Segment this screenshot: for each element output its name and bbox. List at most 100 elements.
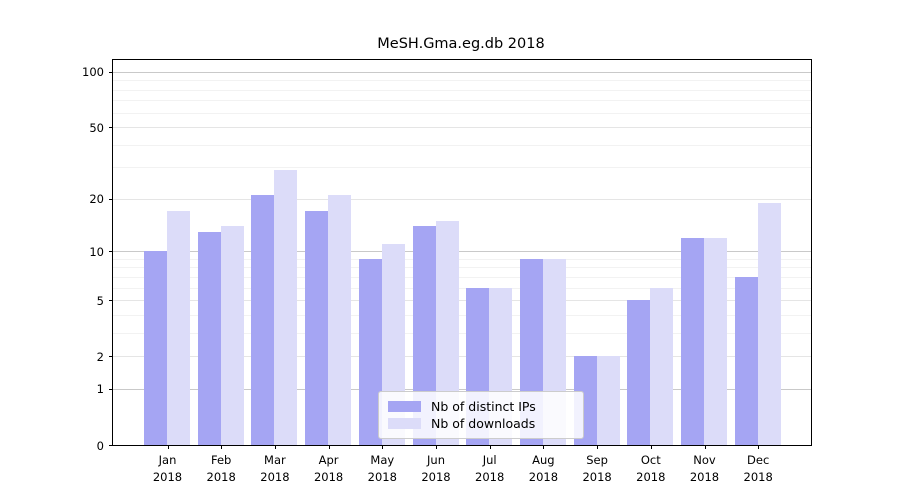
month-name: Jan [158,453,177,467]
y-axis-tick [109,300,113,302]
bar-downloads-jan [167,211,190,445]
month-year: 2018 [636,469,666,484]
legend-label-distinct-ips: Nb of distinct IPs [431,399,536,414]
bar-distinct-ips-jan [144,251,167,445]
month-name: Dec [747,453,770,467]
month-year: 2018 [313,469,344,484]
plot-area: 0 1 2 5 10 20 50 100 Jan 2018 Feb 2018 Mar 2018 Apr 201… [82,59,812,484]
month-name: Feb [211,453,232,467]
bar-downloads-dec [757,202,781,445]
x-axis-tick [221,445,223,449]
bar-distinct-ips-may [358,258,382,445]
month-year: 2018 [367,469,397,484]
chart-title: MeSH.Gma.eg.db 2018 [377,36,545,52]
x-axis-month-label-mar: Mar 2018 [260,452,289,485]
bar-downloads-apr [328,195,352,445]
y-axis-tick-label: 10 [89,244,104,259]
month-year: 2018 [743,469,773,484]
minor-gridline [113,80,811,82]
month-name: Nov [693,453,716,467]
y-axis-tick-label: 2 [96,349,104,364]
legend: Nb of distinct IPs Nb of downloads [378,391,584,439]
x-axis-month-label-may: May 2018 [368,452,397,485]
minor-gridline [113,144,811,146]
month-year: 2018 [260,469,290,484]
bar-downloads-sep [596,356,620,445]
legend-swatch-downloads [388,418,421,429]
bar-downloads-jun [435,220,459,445]
month-name: Jun [427,453,445,467]
y-axis-tick [109,251,113,253]
legend-label-downloads: Nb of downloads [431,416,536,431]
bar-distinct-ips-mar [251,195,275,445]
month-year: 2018 [582,469,612,484]
x-axis-tick [597,445,599,449]
legend-swatch-distinct-ips [388,401,421,412]
bar-distinct-ips-feb [197,231,221,445]
y-axis-tick [109,445,113,446]
y-axis-tick [109,198,113,200]
x-axis-tick [489,445,491,449]
y-axis-tick [109,356,113,358]
x-axis-tick [167,445,169,449]
x-axis-tick [758,445,760,449]
month-name: Aug [532,453,555,467]
major-gridline [113,127,811,129]
bar-downloads-oct [650,287,674,445]
bar-downloads-nov [704,237,727,445]
bar-distinct-ips-nov [681,237,704,445]
y-axis-tick-label: 1 [96,382,104,397]
bar-downloads-feb [220,226,244,445]
major-gridline [113,198,811,200]
month-year: 2018 [689,469,720,484]
month-name: Apr [318,453,339,467]
month-year: 2018 [206,469,236,484]
month-name: May [370,453,395,467]
minor-gridline [113,89,811,91]
minor-gridline [113,112,811,114]
x-axis-month-label-apr: Apr 2018 [314,452,343,485]
y-axis-tick [109,388,113,390]
legend-row-distinct-ips: Nb of distinct IPs [388,398,573,415]
month-name: Jul [482,453,497,467]
x-axis-month-label-sep: Sep 2018 [582,452,611,485]
minor-gridline [113,167,811,169]
x-axis-month-label-jun: Jun 2018 [421,452,450,485]
y-axis-tick [109,71,113,73]
x-axis-month-label-aug: Aug 2018 [529,452,558,485]
x-axis-month-label-nov: Nov 2018 [690,452,719,485]
x-axis-month-label-jan: Jan 2018 [153,452,182,485]
x-axis-tick [382,445,384,449]
month-name: Oct [640,453,661,467]
month-year: 2018 [475,469,505,484]
x-axis-tick [704,445,706,449]
bar-downloads-mar [274,170,298,445]
x-axis-month-label-dec: Dec 2018 [744,452,773,485]
y-axis-tick [109,127,113,129]
bar-distinct-ips-oct [627,300,651,445]
major-gridline [113,71,811,73]
month-name: Sep [586,453,608,467]
y-axis-tick-label: 5 [96,293,104,308]
minor-gridline [113,100,811,102]
x-axis-tick [543,445,545,449]
x-axis-month-label-oct: Oct 2018 [636,452,665,485]
x-axis-month-label-jul: Jul 2018 [475,452,504,485]
month-year: 2018 [528,469,559,484]
month-name: Mar [264,453,286,467]
y-axis-tick-label: 100 [82,65,104,80]
bar-distinct-ips-apr [305,211,329,445]
month-year: 2018 [152,469,183,484]
legend-row-downloads: Nb of downloads [388,415,573,432]
y-axis-tick-label: 50 [89,120,104,135]
y-axis-tick-label: 20 [89,192,104,207]
x-axis-tick [328,445,330,449]
x-axis-tick [650,445,652,449]
bar-distinct-ips-jun [412,226,436,445]
y-axis-tick-label: 0 [96,438,104,453]
bar-distinct-ips-dec [734,276,758,445]
x-axis-tick [274,445,276,449]
x-axis-tick [436,445,437,449]
month-year: 2018 [421,469,451,484]
